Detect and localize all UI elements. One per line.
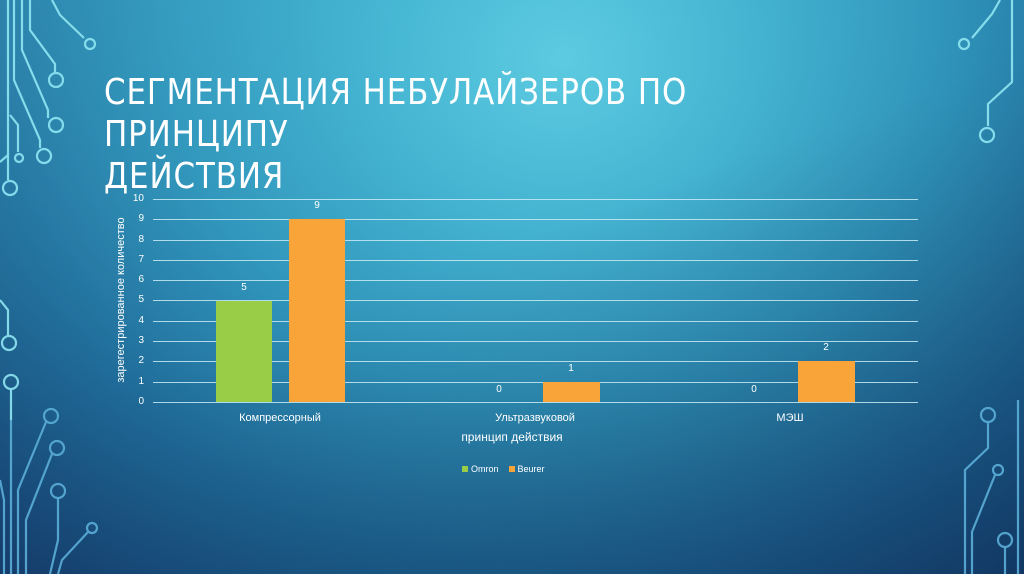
gridline-10 bbox=[153, 199, 918, 200]
y-tick: 3 bbox=[138, 335, 144, 346]
bar-beurer-ultrasonic bbox=[543, 381, 600, 402]
gridline-4 bbox=[153, 321, 918, 322]
gridline-1 bbox=[153, 382, 918, 383]
gridline-9 bbox=[153, 219, 918, 220]
legend-swatch-beurer bbox=[508, 466, 515, 472]
y-tick: 8 bbox=[138, 234, 144, 245]
x-tick-mesh: МЭШ bbox=[776, 412, 804, 424]
y-tick: 4 bbox=[138, 315, 144, 326]
gridline-5 bbox=[153, 300, 918, 301]
chart-legend: Omron Beurer bbox=[462, 464, 545, 474]
x-tick-compressor: Компрессорный bbox=[239, 412, 321, 424]
gridline-0 bbox=[153, 402, 918, 403]
legend-label-omron: Omron bbox=[471, 464, 499, 474]
y-tick: 10 bbox=[132, 193, 144, 204]
y-tick: 9 bbox=[138, 213, 144, 224]
y-tick: 1 bbox=[138, 376, 144, 387]
gridline-2 bbox=[153, 361, 918, 362]
gridline-7 bbox=[153, 260, 918, 261]
title-line-1: СЕГМЕНТАЦИЯ НЕБУЛАЙЗЕРОВ ПО ПРИНЦИПУ bbox=[104, 72, 688, 155]
y-tick: 5 bbox=[138, 294, 144, 305]
title-line-2: ДЕЙСТВИЯ bbox=[104, 156, 285, 197]
gridline-8 bbox=[153, 240, 918, 241]
y-tick: 7 bbox=[138, 254, 144, 265]
value-label: 0 bbox=[496, 384, 502, 395]
gridline-3 bbox=[153, 341, 918, 342]
value-label: 2 bbox=[823, 342, 829, 354]
y-axis-label: зарегестрированное количество bbox=[115, 217, 127, 383]
value-label: 5 bbox=[241, 281, 247, 293]
value-label: 9 bbox=[314, 200, 320, 212]
slide-title: СЕГМЕНТАЦИЯ НЕБУЛАЙЗЕРОВ ПО ПРИНЦИПУ ДЕЙ… bbox=[104, 72, 792, 198]
legend-item-omron: Omron bbox=[462, 464, 499, 474]
legend-label-beurer: Beurer bbox=[517, 464, 545, 474]
y-tick: 0 bbox=[138, 396, 144, 407]
x-axis-label: принцип действия bbox=[461, 430, 563, 444]
bar-beurer-compressor bbox=[289, 219, 345, 402]
y-tick: 6 bbox=[138, 274, 144, 285]
value-label: 0 bbox=[751, 384, 757, 395]
value-label: 1 bbox=[568, 362, 574, 374]
legend-item-beurer: Beurer bbox=[508, 464, 545, 474]
x-tick-ultrasonic: Ультразвуковой bbox=[495, 412, 575, 424]
bar-beurer-mesh bbox=[798, 361, 855, 402]
bar-omron-compressor bbox=[216, 300, 272, 402]
legend-swatch-omron bbox=[462, 466, 468, 472]
y-tick: 2 bbox=[138, 355, 144, 366]
gridline-6 bbox=[153, 280, 918, 281]
